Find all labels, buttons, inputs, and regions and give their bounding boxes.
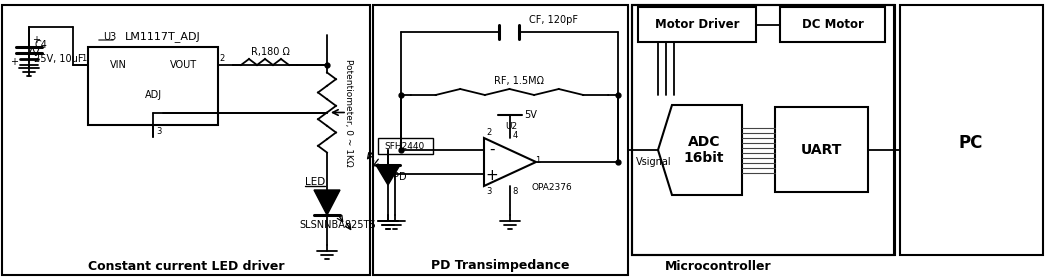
Text: DC Motor: DC Motor	[802, 18, 863, 31]
Text: Motor Driver: Motor Driver	[655, 18, 739, 31]
Text: SFH2440: SFH2440	[385, 141, 425, 151]
Bar	[900, 5, 1043, 255]
Text: 1: 1	[535, 155, 540, 165]
Text: 3: 3	[486, 188, 492, 197]
Text: +: +	[10, 57, 18, 67]
Text: 2: 2	[486, 127, 491, 137]
Bar	[775, 107, 868, 192]
Bar	[632, 5, 895, 275]
Text: SLSNNBA825TS: SLSNNBA825TS	[299, 220, 375, 230]
Text: UART: UART	[800, 143, 842, 157]
Text: 8: 8	[512, 186, 517, 195]
Text: 5V: 5V	[524, 110, 537, 120]
Text: VOUT: VOUT	[169, 60, 196, 70]
Bar	[2, 5, 370, 275]
Text: VIN: VIN	[110, 60, 126, 70]
Text: 3: 3	[157, 127, 162, 136]
Text: 2: 2	[219, 53, 225, 62]
Polygon shape	[376, 165, 400, 185]
Text: U2: U2	[505, 122, 517, 130]
Text: PD Transimpedance: PD Transimpedance	[431, 260, 570, 272]
Text: LED: LED	[305, 177, 325, 187]
Text: -: -	[489, 141, 494, 157]
Text: R,180 Ω: R,180 Ω	[251, 47, 289, 57]
Text: 25V, 10uF: 25V, 10uF	[34, 54, 84, 64]
Bar	[88, 47, 218, 125]
Bar	[378, 138, 433, 154]
Text: Vsignal: Vsignal	[636, 157, 672, 167]
Text: 4: 4	[512, 130, 517, 139]
Text: +: +	[486, 167, 498, 183]
Text: RF, 1.5MΩ: RF, 1.5MΩ	[494, 76, 544, 86]
Text: ADC
16bit: ADC 16bit	[683, 135, 724, 165]
Text: PC: PC	[959, 134, 983, 152]
Text: OPA2376: OPA2376	[532, 183, 573, 192]
Text: 1: 1	[82, 53, 87, 62]
Text: ADJ: ADJ	[144, 90, 162, 100]
Text: Constant current LED driver: Constant current LED driver	[88, 260, 284, 272]
Bar	[632, 5, 895, 255]
Text: Potentiometer, 0 ~ 1KΩ: Potentiometer, 0 ~ 1KΩ	[345, 59, 353, 166]
Bar	[373, 5, 628, 275]
Bar	[638, 7, 756, 42]
Bar	[780, 7, 885, 42]
Text: +: +	[32, 35, 40, 45]
Text: PD: PD	[393, 172, 407, 182]
Bar	[632, 5, 895, 255]
Text: Microcontroller: Microcontroller	[665, 260, 771, 272]
Text: C4: C4	[34, 40, 47, 50]
Text: CF, 120pF: CF, 120pF	[530, 15, 579, 25]
Polygon shape	[314, 190, 340, 215]
Text: U3: U3	[103, 32, 116, 42]
Text: LM1117T_ADJ: LM1117T_ADJ	[125, 32, 201, 43]
Text: 7V: 7V	[25, 48, 40, 58]
